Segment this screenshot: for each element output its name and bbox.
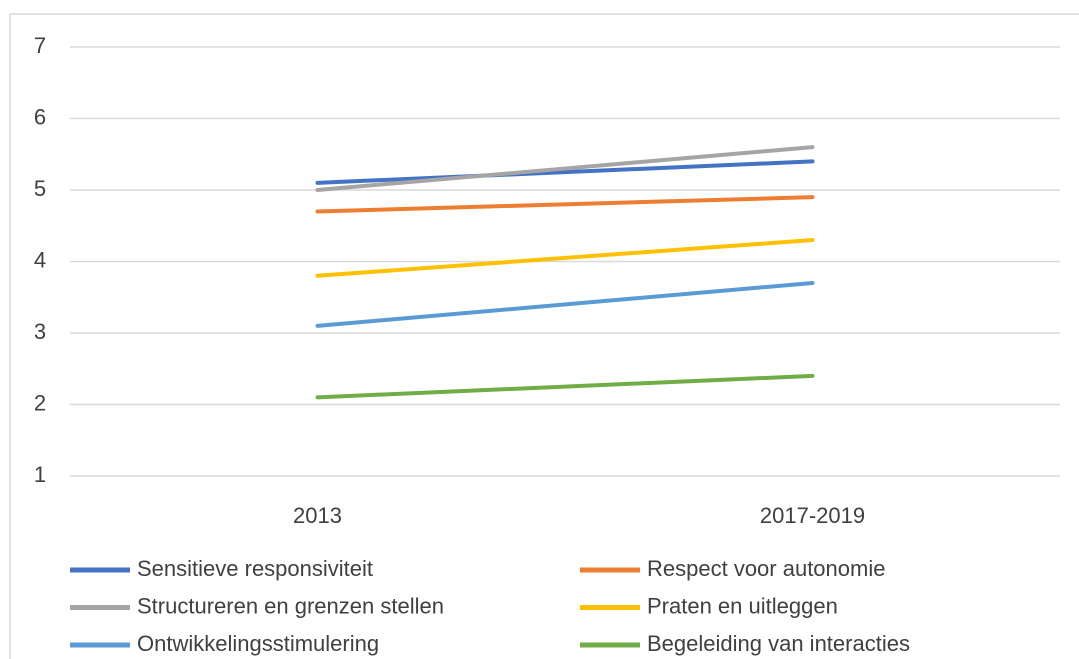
x-tick-label: 2013 — [293, 503, 342, 528]
legend-label: Begeleiding van interacties — [647, 631, 910, 656]
series-line — [315, 195, 815, 214]
legend-label: Respect voor autonomie — [647, 556, 885, 581]
x-tick-label: 2017-2019 — [760, 503, 865, 528]
legend-label: Sensitieve responsiviteit — [137, 556, 373, 581]
series-line — [315, 373, 815, 400]
y-tick-label: 2 — [34, 390, 46, 415]
series-line — [315, 238, 815, 278]
legend-label: Ontwikkelingsstimulering — [137, 631, 379, 656]
series-line — [315, 145, 815, 192]
legend-label: Praten en uitleggen — [647, 593, 838, 618]
y-tick-label: 5 — [34, 176, 46, 201]
y-tick-label: 6 — [34, 104, 46, 129]
series-line — [315, 159, 815, 185]
y-tick-label: 1 — [34, 462, 46, 487]
legend-label: Structureren en grenzen stellen — [137, 593, 444, 618]
y-tick-label: 4 — [34, 247, 46, 272]
y-tick-label: 7 — [34, 33, 46, 58]
series-line — [315, 280, 815, 328]
y-tick-label: 3 — [34, 319, 46, 344]
